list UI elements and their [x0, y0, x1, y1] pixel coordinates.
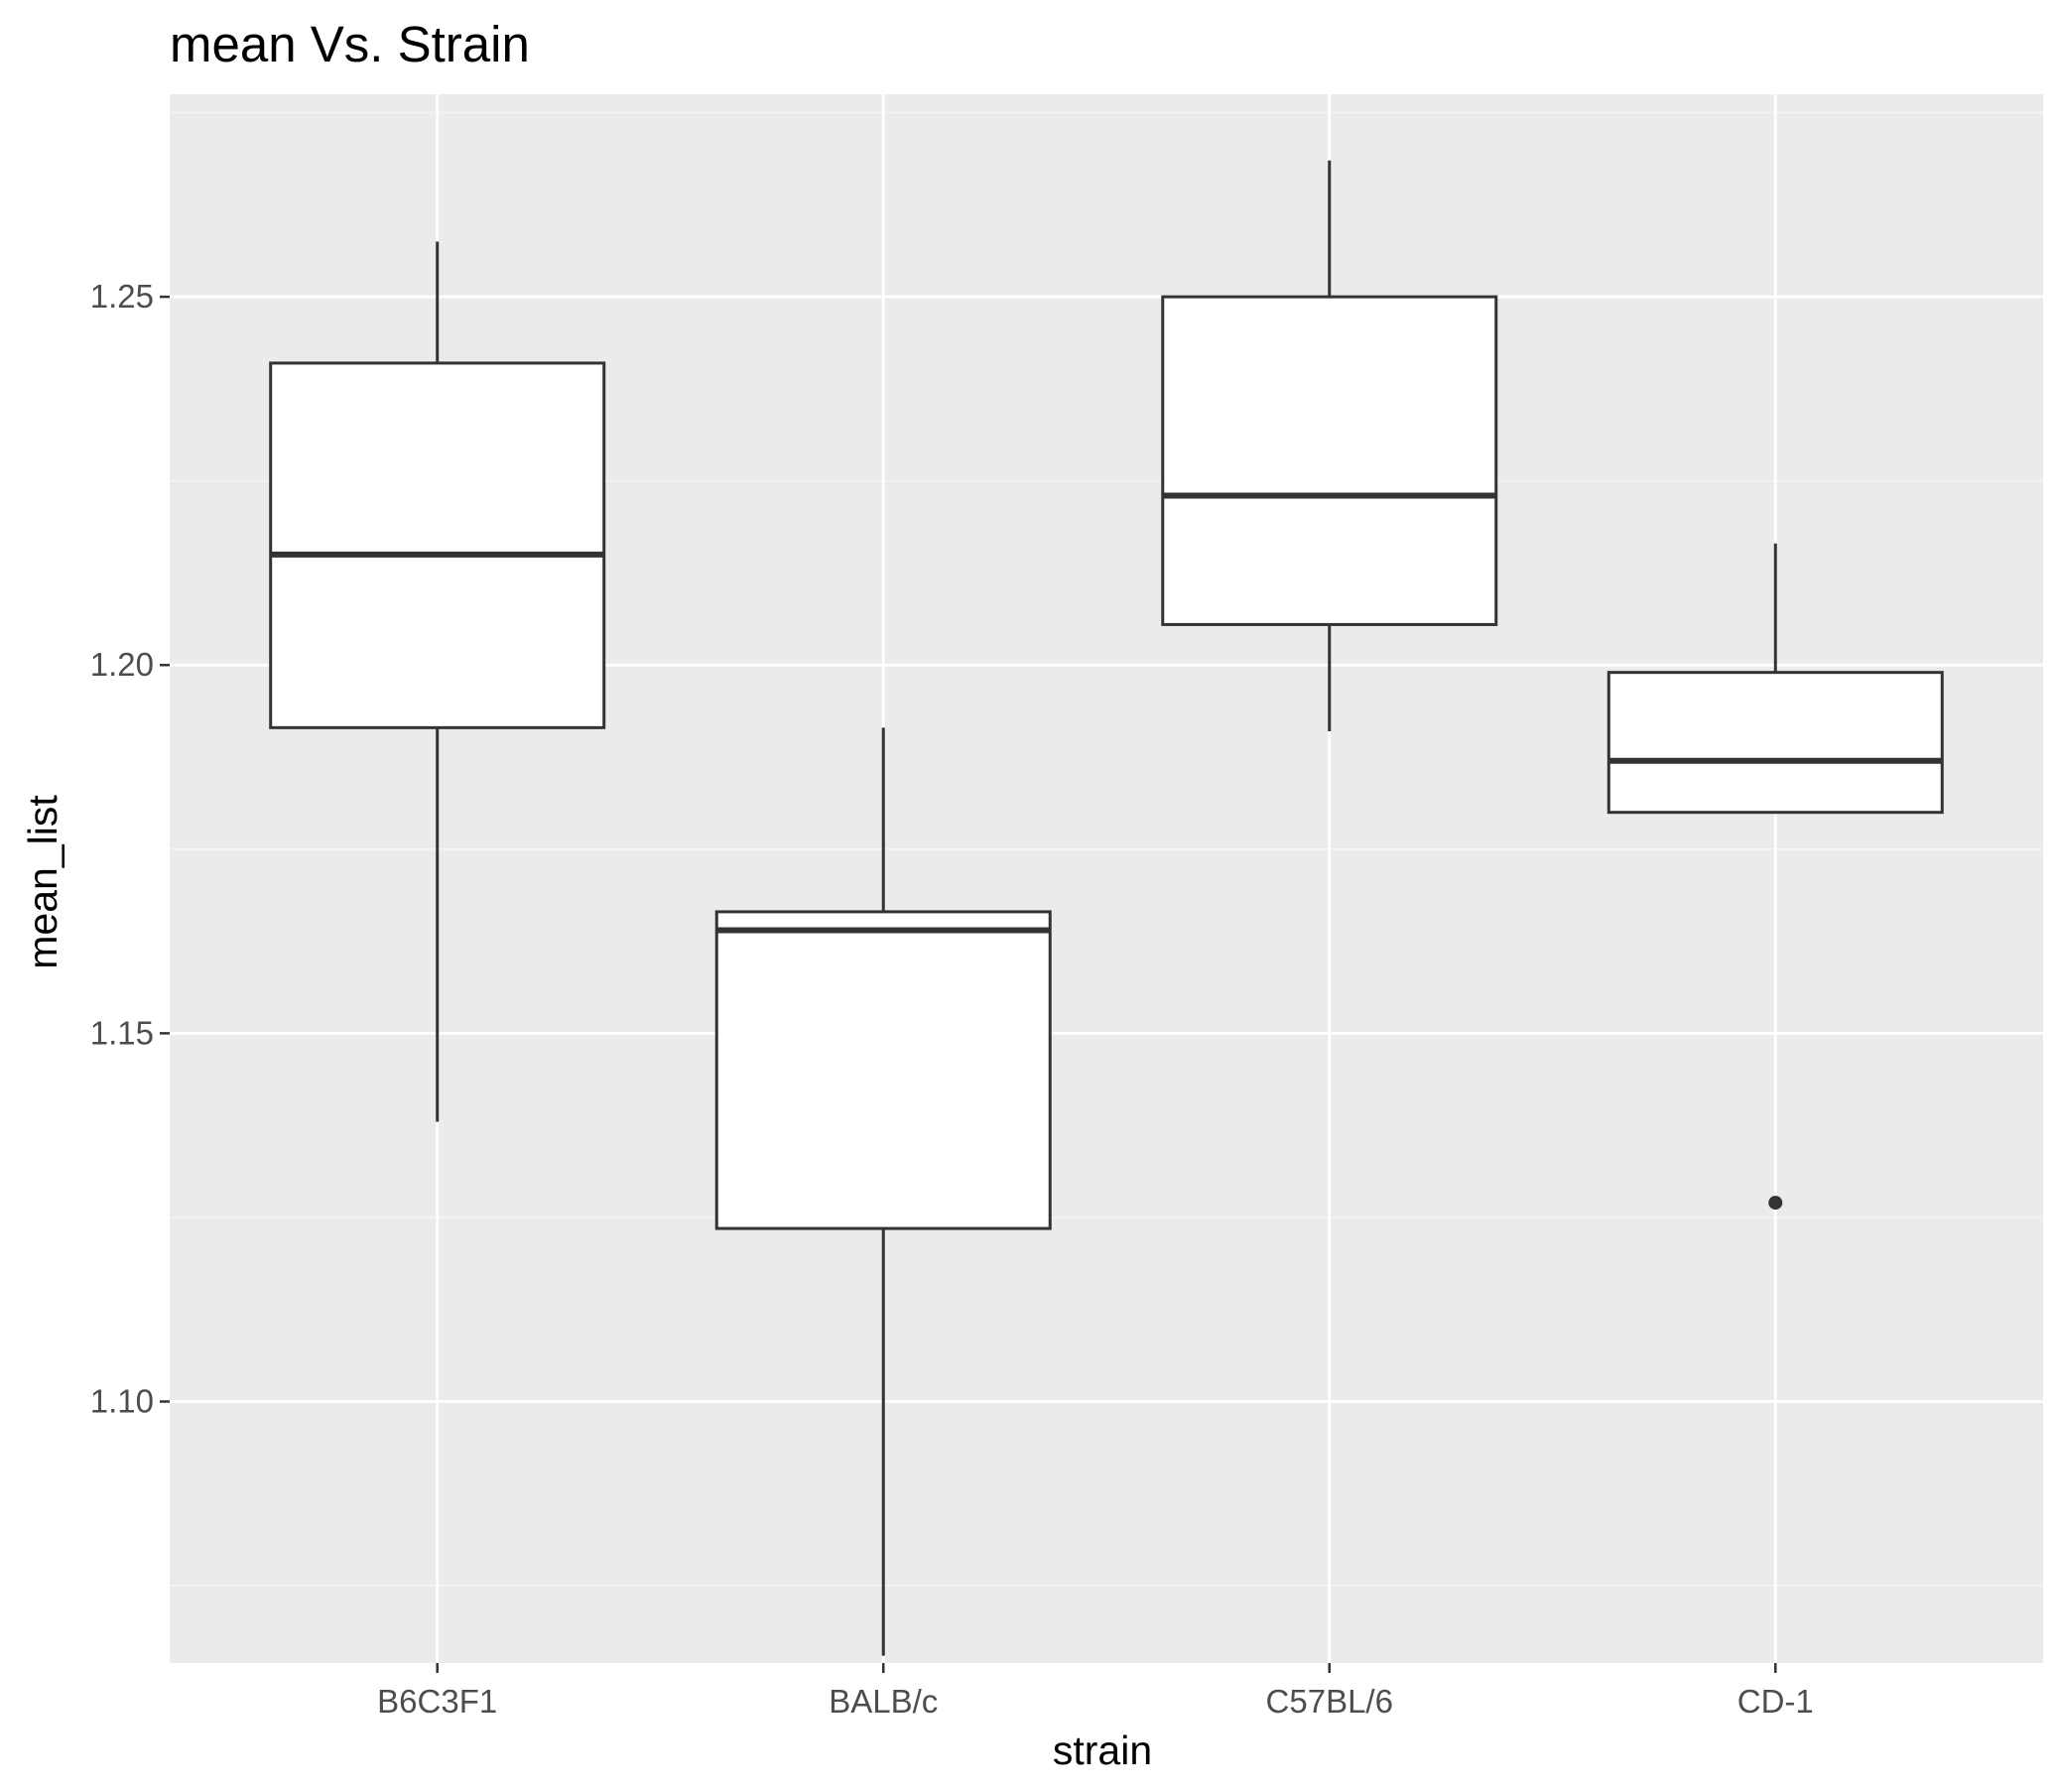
- box-iqr: [269, 361, 606, 729]
- box-c57bl-6: [1161, 160, 1498, 732]
- box-iqr: [1161, 295, 1498, 626]
- y-tick-label: 1.20: [90, 646, 154, 683]
- x-tick-label: B6C3F1: [377, 1683, 497, 1720]
- outlier-point: [1768, 1196, 1783, 1211]
- y-tick-label: 1.25: [90, 278, 154, 315]
- x-tick-label: C57BL/6: [1266, 1683, 1393, 1720]
- x-tick-label: CD-1: [1737, 1683, 1814, 1720]
- box-balb-c: [714, 727, 1052, 1656]
- y-tick-label: 1.10: [90, 1383, 154, 1420]
- box-b6c3f1: [269, 241, 606, 1122]
- x-axis-title: strain: [1053, 1728, 1152, 1773]
- axes: 1.10 1.15 1.20 1.25 B6C3F1 BALB/c C57BL/6 CD-1: [90, 278, 1814, 1720]
- box-cd-1: [1606, 543, 1944, 1211]
- box-series: [269, 160, 1944, 1656]
- y-axis-title: mean_list: [20, 795, 65, 969]
- box-iqr: [714, 910, 1052, 1230]
- chart-title: mean Vs. Strain: [170, 16, 530, 72]
- plot-panel: [170, 94, 2043, 1663]
- x-tick-label: BALB/c: [829, 1683, 938, 1720]
- box-iqr: [1606, 671, 1944, 815]
- y-tick-label: 1.15: [90, 1014, 154, 1051]
